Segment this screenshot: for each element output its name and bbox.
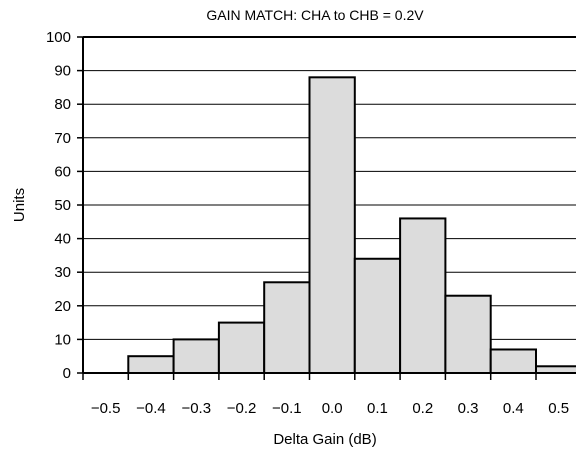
x-tick-label: −0.3 xyxy=(181,400,211,417)
x-tick-label: 0.1 xyxy=(367,400,388,417)
histogram-bar xyxy=(444,294,492,374)
x-tick-label: −0.1 xyxy=(272,400,302,417)
histogram-bar xyxy=(263,281,311,374)
y-tick-label: 20 xyxy=(54,298,71,315)
x-tick-label: −0.4 xyxy=(136,400,166,417)
y-tick-label: 30 xyxy=(54,264,71,281)
y-tick-label: 100 xyxy=(46,29,71,46)
y-tick-label: 0 xyxy=(63,365,71,382)
y-tick-label: 10 xyxy=(54,331,71,348)
histogram-bar xyxy=(217,321,266,375)
axes xyxy=(77,36,576,380)
histogram-bar xyxy=(127,355,175,375)
x-tick-label: 0.5 xyxy=(548,400,569,417)
x-axis-label: Delta Gain (dB) xyxy=(273,431,376,448)
histogram-bar xyxy=(353,257,402,375)
y-axis-label: Units xyxy=(11,188,28,222)
y-tick-label: 50 xyxy=(54,197,71,214)
histogram-bar xyxy=(535,365,576,374)
x-tick-label: −0.5 xyxy=(91,400,121,417)
y-tick-label: 80 xyxy=(54,96,71,113)
histogram-bar xyxy=(308,76,356,374)
x-tick-label: −0.2 xyxy=(227,400,257,417)
chart-title: GAIN MATCH: CHA to CHB = 0.2V xyxy=(206,7,424,23)
x-tick-label: 0.2 xyxy=(412,400,433,417)
bars xyxy=(127,76,576,375)
x-tick-labels: −0.5 −0.4 −0.3 −0.2 −0.1 0.0 0.1 0.2 0.3 0.4 0.5 xyxy=(91,400,569,417)
histogram-bar xyxy=(172,338,220,374)
y-tick-labels: 0 10 20 30 40 50 60 70 80 90 100 xyxy=(46,29,71,382)
y-tick-label: 60 xyxy=(54,163,71,180)
y-tick-label: 40 xyxy=(54,231,71,248)
y-tick-label: 90 xyxy=(54,63,71,80)
x-tick-label: 0.4 xyxy=(503,400,524,417)
x-tick-label: 0.0 xyxy=(322,400,343,417)
histogram-bar xyxy=(489,348,538,375)
x-tick-label: 0.3 xyxy=(458,400,479,417)
histogram-bar xyxy=(399,217,447,374)
y-tick-label: 70 xyxy=(54,130,71,147)
